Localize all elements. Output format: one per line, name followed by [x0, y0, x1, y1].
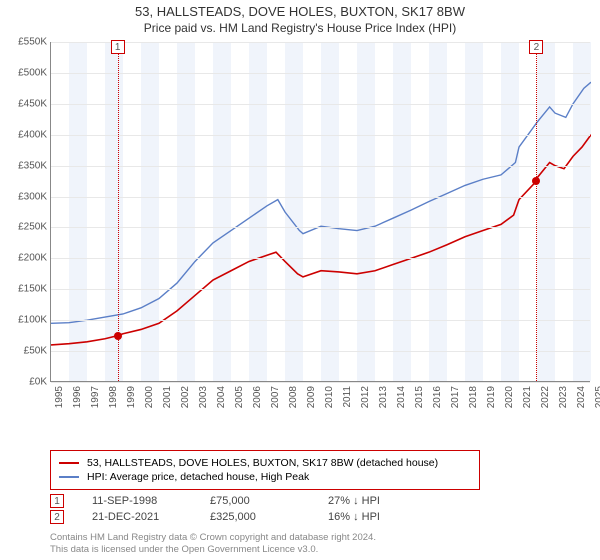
event-price: £325,000 — [210, 511, 300, 523]
y-gridline — [51, 351, 590, 352]
legend-label: HPI: Average price, detached house, High… — [87, 471, 309, 483]
legend-row: 53, HALLSTEADS, DOVE HOLES, BUXTON, SK17… — [59, 457, 471, 469]
y-axis-label: £150K — [3, 284, 47, 295]
y-axis-label: £300K — [3, 191, 47, 202]
y-axis-label: £200K — [3, 253, 47, 264]
event-dot — [114, 332, 122, 340]
event-vline — [536, 42, 537, 381]
license-line2: This data is licensed under the Open Gov… — [50, 544, 376, 556]
y-gridline — [51, 320, 590, 321]
event-vline — [118, 42, 119, 381]
legend-swatch — [59, 462, 79, 464]
y-gridline — [51, 258, 590, 259]
chart-svg — [51, 42, 591, 382]
y-gridline — [51, 104, 590, 105]
event-price: £75,000 — [210, 495, 300, 507]
y-axis-label: £400K — [3, 129, 47, 140]
y-gridline — [51, 166, 590, 167]
y-gridline — [51, 197, 590, 198]
event-date: 21-DEC-2021 — [92, 511, 182, 523]
y-gridline — [51, 227, 590, 228]
legend-box: 53, HALLSTEADS, DOVE HOLES, BUXTON, SK17… — [50, 450, 480, 490]
y-axis-label: £550K — [3, 37, 47, 48]
y-axis-label: £0K — [3, 377, 47, 388]
y-gridline — [51, 73, 590, 74]
license-line1: Contains HM Land Registry data © Crown c… — [50, 532, 376, 544]
y-gridline — [51, 42, 590, 43]
event-date: 11-SEP-1998 — [92, 495, 182, 507]
y-axis-label: £350K — [3, 160, 47, 171]
event-row: 2 21-DEC-2021 £325,000 16% ↓ HPI — [50, 510, 418, 524]
legend-swatch — [59, 476, 79, 478]
y-gridline — [51, 382, 590, 383]
event-marker-box: 2 — [529, 40, 543, 54]
title-address: 53, HALLSTEADS, DOVE HOLES, BUXTON, SK17… — [0, 4, 600, 19]
title-block: 53, HALLSTEADS, DOVE HOLES, BUXTON, SK17… — [0, 0, 600, 37]
plot-region: £0K£50K£100K£150K£200K£250K£300K£350K£40… — [50, 42, 590, 382]
event-table: 1 11-SEP-1998 £75,000 27% ↓ HPI 2 21-DEC-2021… — [50, 492, 418, 526]
chart-container: 53, HALLSTEADS, DOVE HOLES, BUXTON, SK17… — [0, 0, 600, 560]
y-axis-label: £450K — [3, 98, 47, 109]
event-marker-box: 1 — [111, 40, 125, 54]
chart-area: £0K£50K£100K£150K£200K£250K£300K£350K£40… — [50, 42, 590, 412]
license-text: Contains HM Land Registry data © Crown c… — [50, 532, 376, 556]
y-axis-label: £100K — [3, 315, 47, 326]
event-marker-inline: 1 — [50, 494, 64, 508]
series-hpi — [51, 82, 591, 323]
event-marker-inline: 2 — [50, 510, 64, 524]
y-axis-label: £250K — [3, 222, 47, 233]
y-gridline — [51, 135, 590, 136]
y-gridline — [51, 289, 590, 290]
event-row: 1 11-SEP-1998 £75,000 27% ↓ HPI — [50, 494, 418, 508]
legend-row: HPI: Average price, detached house, High… — [59, 471, 471, 483]
event-delta: 16% ↓ HPI — [328, 511, 418, 523]
legend-label: 53, HALLSTEADS, DOVE HOLES, BUXTON, SK17… — [87, 457, 438, 469]
event-delta: 27% ↓ HPI — [328, 495, 418, 507]
event-dot — [532, 177, 540, 185]
title-subtitle: Price paid vs. HM Land Registry's House … — [0, 21, 600, 35]
y-axis-label: £500K — [3, 67, 47, 78]
y-axis-label: £50K — [3, 346, 47, 357]
